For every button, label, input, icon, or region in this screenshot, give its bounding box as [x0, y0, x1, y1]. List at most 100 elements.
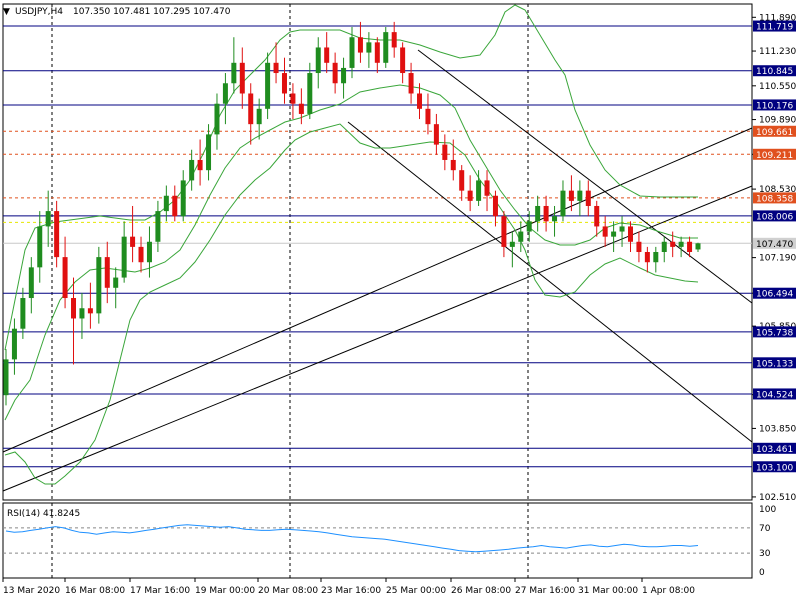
candle-bull[interactable] [577, 190, 583, 201]
candle-bear[interactable] [417, 93, 423, 109]
candle-bear[interactable] [138, 246, 144, 263]
candle-bear[interactable] [543, 205, 549, 222]
candle-bear[interactable] [459, 170, 465, 191]
candle-bull[interactable] [155, 211, 161, 242]
candle-bear[interactable] [172, 195, 178, 217]
candle-bear[interactable] [492, 195, 498, 217]
candlesticks[interactable] [3, 21, 701, 406]
candle-bull[interactable] [476, 180, 482, 201]
candle-bull[interactable] [189, 159, 195, 181]
candle-bull[interactable] [20, 298, 26, 329]
candle-bull[interactable] [307, 73, 313, 114]
candle-bear[interactable] [104, 257, 110, 288]
candle-bear[interactable] [273, 62, 279, 74]
candle-bear[interactable] [636, 241, 642, 252]
candle-bull[interactable] [509, 241, 515, 247]
candle-bear[interactable] [627, 226, 633, 242]
candle-bear[interactable] [568, 190, 574, 201]
candle-bear[interactable] [281, 73, 287, 94]
candle-bear[interactable] [87, 308, 93, 314]
candle-bull[interactable] [37, 226, 43, 268]
candle-bull[interactable] [611, 231, 617, 237]
trendlines[interactable] [2, 49, 753, 492]
candle-bull[interactable] [653, 252, 659, 263]
candle-bear[interactable] [62, 257, 68, 299]
candle-bear[interactable] [71, 298, 77, 319]
candle-bear[interactable] [484, 180, 490, 196]
rsi-tick-label: 100 [759, 505, 776, 515]
candle-bear[interactable] [670, 241, 676, 247]
candle-bull[interactable] [146, 241, 152, 263]
trendline-up-upper[interactable] [2, 127, 753, 453]
candle-bear[interactable] [594, 205, 600, 227]
candle-bull[interactable] [11, 328, 17, 360]
candle-bull[interactable] [265, 62, 271, 109]
candle-bear[interactable] [585, 190, 591, 206]
ohlc-label: 107.350 107.481 107.295 107.470 [73, 7, 231, 17]
candle-bull[interactable] [526, 221, 532, 232]
candle-bear[interactable] [324, 47, 330, 63]
candle-bear[interactable] [425, 108, 431, 125]
candle-bull[interactable] [341, 67, 347, 84]
candle-bull[interactable] [231, 62, 237, 84]
level-tag-text: 110.176 [756, 101, 793, 111]
candle-bull[interactable] [383, 32, 389, 63]
rsi-tick-label: 30 [759, 549, 771, 559]
candle-bull[interactable] [349, 37, 355, 68]
candle-bull[interactable] [560, 190, 566, 217]
candle-bull[interactable] [79, 308, 85, 319]
candle-bear[interactable] [687, 241, 693, 252]
candle-bear[interactable] [374, 42, 380, 63]
candle-bear[interactable] [442, 144, 448, 160]
candle-bear[interactable] [391, 32, 397, 48]
candle-bull[interactable] [678, 241, 684, 247]
candle-bear[interactable] [248, 93, 254, 125]
candle-bear[interactable] [602, 226, 608, 237]
candle-bear[interactable] [357, 37, 363, 53]
candle-bull[interactable] [366, 42, 372, 53]
candle-bull[interactable] [163, 195, 169, 212]
candle-bear[interactable] [433, 124, 439, 145]
candle-bear[interactable] [197, 159, 203, 171]
candle-bull[interactable] [121, 236, 127, 278]
time-tick-label: 20 Mar 08:00 [258, 586, 318, 596]
candle-bull[interactable] [661, 241, 667, 252]
candle-bear[interactable] [130, 236, 136, 247]
candle-bear[interactable] [408, 73, 414, 94]
candle-bear[interactable] [400, 47, 406, 74]
rsi-panel[interactable]: RSI(14) 41.8245 100 70 30 0 [3, 505, 776, 578]
candle-bull[interactable] [222, 83, 228, 104]
trendline-down-upper[interactable] [417, 49, 753, 304]
candle-bear[interactable] [467, 190, 473, 201]
candle-bull[interactable] [315, 47, 321, 74]
candle-bull[interactable] [96, 257, 102, 314]
candle-bear[interactable] [332, 62, 338, 84]
candle-bear[interactable] [450, 159, 456, 171]
candle-bull[interactable] [3, 359, 9, 396]
trendline-up-lower[interactable] [2, 185, 753, 492]
candle-bear[interactable] [290, 93, 296, 104]
candle-bull[interactable] [518, 231, 524, 242]
candle-bull[interactable] [535, 205, 541, 222]
time-tick-label: 1 Apr 08:00 [642, 586, 695, 596]
time-tick-label: 25 Mar 00:00 [386, 586, 446, 596]
candle-bull[interactable] [180, 180, 186, 217]
candle-bull[interactable] [552, 216, 558, 222]
candle-bull[interactable] [256, 108, 262, 125]
candle-bull[interactable] [214, 103, 220, 135]
candle-bear[interactable] [644, 252, 650, 263]
candle-bull[interactable] [45, 211, 51, 227]
candle-bull[interactable] [619, 226, 625, 232]
candle-bear[interactable] [239, 62, 245, 94]
candle-bear[interactable] [298, 103, 304, 114]
trendline-down-lower[interactable] [347, 121, 753, 443]
menu-triangle-icon[interactable]: ▼ [3, 7, 10, 17]
candle-bear[interactable] [501, 216, 507, 247]
candle-bull[interactable] [695, 243, 701, 250]
candle-bull[interactable] [113, 277, 119, 288]
candle-bull[interactable] [28, 267, 34, 299]
candle-bear[interactable] [54, 211, 60, 258]
candle-bull[interactable] [206, 134, 212, 171]
